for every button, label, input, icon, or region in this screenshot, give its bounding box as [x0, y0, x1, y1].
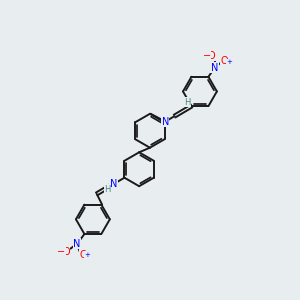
- Text: N: N: [110, 179, 117, 189]
- Text: O: O: [80, 250, 88, 260]
- Text: +: +: [226, 59, 232, 65]
- Text: O: O: [221, 56, 228, 66]
- Text: N: N: [162, 116, 169, 127]
- Text: O: O: [62, 247, 70, 257]
- Text: O: O: [208, 51, 215, 61]
- Text: −: −: [57, 247, 65, 257]
- Text: N: N: [211, 62, 218, 73]
- Text: +: +: [85, 252, 90, 258]
- Text: −: −: [203, 51, 211, 61]
- Text: N: N: [73, 239, 80, 249]
- Text: H: H: [184, 98, 191, 107]
- Text: H: H: [104, 185, 111, 194]
